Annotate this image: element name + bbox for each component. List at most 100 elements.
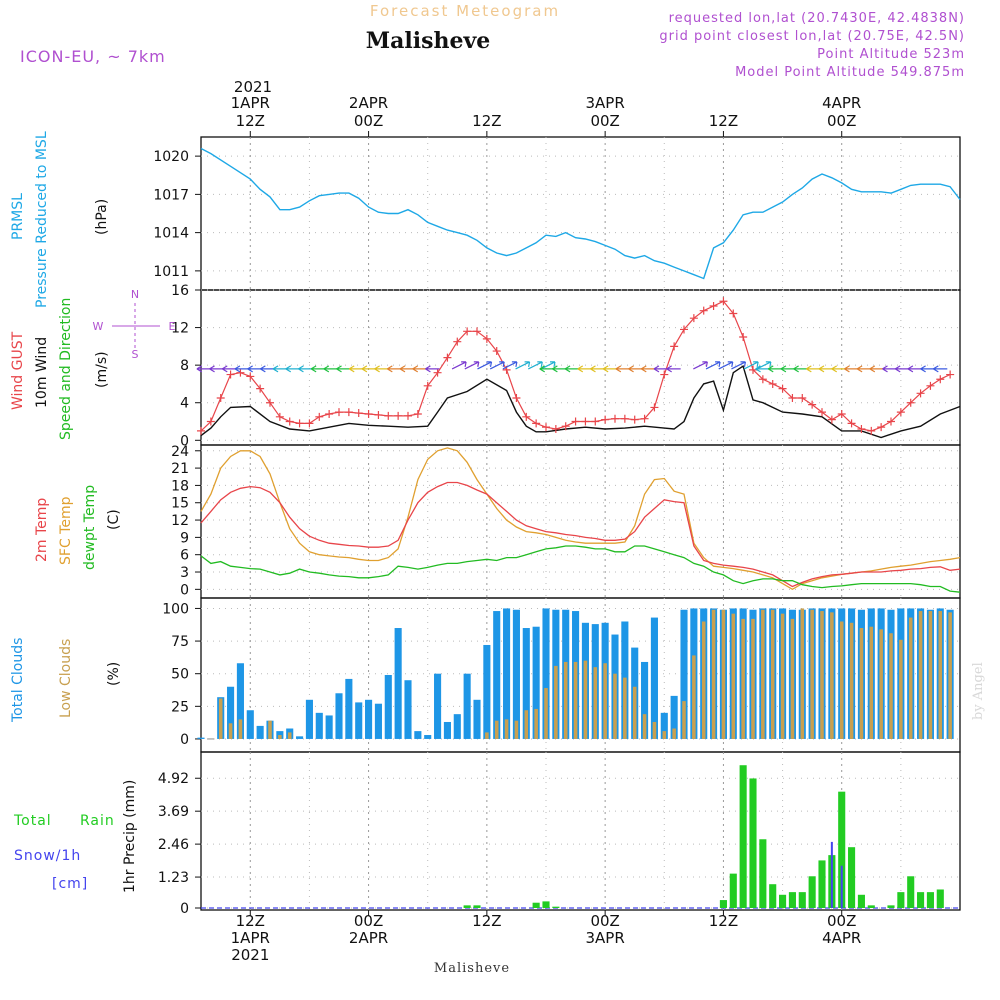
rain-bar (936, 889, 944, 908)
total-cloud-bar (473, 699, 481, 739)
total-cloud-bar (365, 699, 373, 739)
wind-gust-marker (601, 415, 610, 424)
wind-ytick-label: 4 (180, 396, 189, 412)
rain-bar (818, 860, 826, 908)
wind-direction-arrow (528, 361, 543, 370)
wind-direction-arrow (666, 365, 681, 373)
wind-gust-marker (236, 368, 245, 377)
wind-direction-arrow (247, 365, 262, 373)
wind-gust-marker (778, 384, 787, 393)
wind-gust-marker (788, 394, 797, 403)
low-cloud-bar (938, 611, 943, 739)
rain-bar (838, 791, 846, 908)
wind-gust-marker (551, 425, 560, 434)
wind-direction-arrow (806, 365, 821, 373)
precip-ytick-label: 0 (180, 901, 189, 917)
rain-bar (917, 892, 925, 908)
total-cloud-bar (512, 609, 520, 739)
low-cloud-bar (790, 618, 795, 739)
total-cloud-bar (394, 628, 402, 739)
total-cloud-bar (434, 673, 442, 739)
wind-gust-marker (689, 314, 698, 323)
wind-direction-arrow (831, 365, 846, 373)
start-year: 2021 (234, 78, 272, 96)
precip-unit: 1hr Precip (mm) (122, 780, 138, 893)
wind-direction-arrow (539, 365, 554, 373)
sfc-temp-line (200, 447, 961, 591)
total-cloud-bar (522, 628, 530, 739)
wind-gust-marker (818, 408, 826, 417)
wind-gust-marker (305, 419, 314, 428)
wind-gust-marker (630, 415, 639, 424)
wind-direction-arrow (285, 365, 300, 373)
rain-bar (769, 884, 777, 908)
total-cloud-bar (345, 678, 353, 739)
wind-direction-arrow (602, 365, 618, 373)
wind-gust-marker (384, 411, 393, 420)
low-cloud-bar (218, 698, 223, 739)
clouds-ytick-label: 50 (171, 667, 189, 683)
wind-gust-marker (571, 417, 580, 426)
wind-direction-arrow (856, 365, 872, 373)
wind-gust-marker (463, 327, 472, 336)
clouds-ytick-label: 100 (162, 601, 189, 617)
total-cloud-bar (404, 680, 412, 739)
rain-bar (798, 892, 806, 908)
wind-gust-marker (315, 412, 324, 421)
wind-direction-arrow (234, 365, 249, 373)
total-cloud-bar (660, 712, 668, 739)
wind-direction-arrow (399, 365, 415, 373)
wind-gust-marker (542, 423, 550, 432)
wind-gust-marker (581, 417, 590, 426)
wind-gust-marker (877, 423, 886, 432)
wind-gust-marker (473, 327, 481, 336)
wind-gust-marker (699, 306, 708, 315)
wind-direction-arrow (640, 365, 656, 373)
wind-direction-arrow (793, 365, 808, 373)
total-cloud-bar (641, 661, 649, 739)
wind-gust-marker (946, 370, 955, 379)
rain-bar (887, 905, 895, 908)
rain-bar (867, 905, 875, 908)
rain-bar (532, 902, 540, 908)
model-name: ICON-EU, ~ 7km (20, 47, 166, 66)
clouds-label-total: Total Clouds (10, 638, 26, 723)
wind-panel: 0 4 8 12 16 (171, 283, 961, 449)
top-time-label: 12Z (709, 112, 738, 130)
low-cloud-bar (741, 618, 745, 739)
wind-gust-marker (729, 309, 738, 318)
temp-label-2m: 2m Temp (34, 498, 50, 562)
wind-direction-arrow (540, 361, 556, 370)
compass-n: N (131, 288, 139, 301)
wind-gust-marker (758, 375, 767, 384)
rain-bar (779, 894, 787, 908)
wind-direction-arrow (298, 365, 313, 373)
wind-unit: (m/s) (94, 351, 110, 388)
wind-direction-arrow (767, 365, 783, 373)
total-cloud-bar (680, 609, 688, 739)
wind-gust-marker (512, 394, 521, 403)
total-cloud-bar (305, 699, 313, 739)
wind-gust-marker (295, 419, 304, 428)
rain-bar (542, 901, 550, 908)
total-cloud-bar (315, 712, 323, 739)
rain-bar (463, 905, 471, 908)
bottom-time-label: 2APR (349, 929, 388, 947)
wind-direction-arrow (515, 361, 531, 370)
precip-label-total: Total (13, 813, 52, 829)
wind-gust-marker (591, 417, 600, 426)
wind-gust-marker (374, 410, 383, 419)
total-cloud-bar (374, 703, 382, 739)
wind-gust-marker (827, 415, 836, 424)
wind-gust-marker (906, 398, 915, 407)
footer-location: Malisheve (434, 961, 510, 976)
low-cloud-bar (879, 629, 883, 739)
temp-ytick-label: 24 (171, 444, 189, 460)
wind-direction-arrow (932, 365, 948, 373)
low-cloud-bar (494, 720, 499, 739)
wind-gust-marker (798, 394, 807, 403)
wind-gust-marker (364, 410, 373, 418)
rain-bar (729, 873, 737, 908)
